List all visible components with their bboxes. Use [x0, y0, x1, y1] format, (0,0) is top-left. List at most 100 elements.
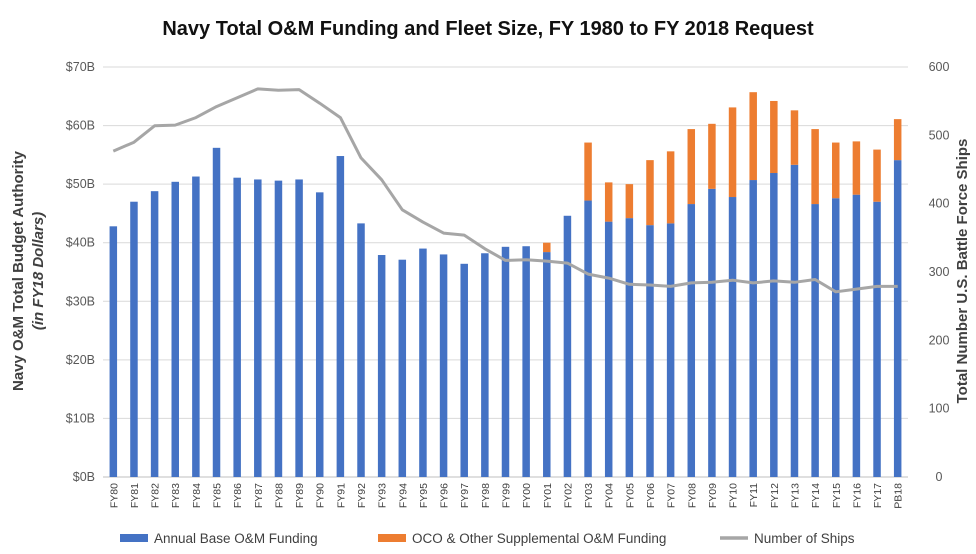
right-axis-ticks: 0 100 200 300 400 500 600 — [929, 60, 950, 484]
y2-tick-label: 600 — [929, 60, 950, 74]
bar-oco — [543, 242, 551, 253]
y-tick-label: $20B — [66, 353, 95, 367]
y2-tick-label: 100 — [929, 402, 950, 416]
x-tick-label: FY17 — [872, 483, 884, 508]
bar-oco — [832, 142, 840, 199]
x-tick-label: FY16 — [851, 483, 863, 508]
x-tick-label: FY06 — [645, 483, 657, 508]
y2-tick-label: 300 — [929, 265, 950, 279]
x-tick-label: FY96 — [439, 483, 451, 508]
left-axis-title: Navy O&M Total Budget Authority — [10, 150, 27, 391]
x-tick-label: FY08 — [686, 483, 698, 508]
chart-title: Navy Total O&M Funding and Fleet Size, F… — [162, 18, 814, 40]
x-tick-label: FY84 — [191, 483, 203, 508]
x-tick-label: FY92 — [356, 483, 368, 508]
x-tick-label: FY91 — [335, 483, 347, 508]
x-tick-label: FY89 — [294, 483, 306, 508]
y2-tick-label: 500 — [929, 128, 950, 142]
left-axis-ticks: $0B $10B $20B $30B $40B $50B $60B $70B — [66, 60, 95, 484]
bar-base — [646, 225, 654, 477]
legend-swatch-base — [120, 534, 148, 542]
bar-base — [749, 180, 757, 478]
x-tick-label: FY02 — [562, 483, 574, 508]
x-tick-label: FY98 — [480, 483, 492, 508]
bar-oco — [770, 100, 778, 174]
bar-base — [398, 259, 407, 477]
y-tick-label: $70B — [66, 60, 95, 74]
bar-base — [687, 204, 696, 478]
bar-oco — [790, 110, 799, 165]
legend-label-oco: OCO & Other Supplemental O&M Funding — [412, 531, 666, 546]
x-tick-label: FY10 — [728, 483, 740, 508]
x-tick-label: FY94 — [397, 483, 409, 508]
bar-base — [336, 156, 345, 477]
y-tick-label: $40B — [66, 236, 95, 250]
ships-line-layer — [112, 87, 898, 294]
x-tick-label: FY09 — [707, 483, 719, 508]
bar-base — [501, 246, 510, 477]
bar-base — [295, 179, 303, 477]
bar-oco — [811, 129, 819, 205]
x-axis-ticks: FY80 FY81 FY82 FY83 FY84 FY85 FY86 FY87 FY88 FY89… — [108, 483, 904, 509]
bar-base — [274, 180, 283, 477]
bar-base — [460, 263, 468, 477]
bar-base — [666, 223, 675, 477]
bar-base — [770, 173, 778, 477]
x-tick-label: FY90 — [315, 483, 327, 508]
x-tick-label: FY85 — [212, 483, 224, 508]
x-tick-label: FY99 — [501, 483, 513, 508]
bar-oco — [873, 149, 881, 202]
bar-oco — [728, 107, 737, 198]
bar-base — [192, 176, 200, 477]
legend-label-ships: Number of Ships — [754, 531, 855, 546]
x-tick-label: FY07 — [666, 483, 678, 508]
ships-line — [112, 87, 898, 294]
bar-oco — [852, 141, 861, 195]
y-tick-label: $50B — [66, 177, 95, 191]
bar-base — [357, 223, 365, 477]
bar-base — [584, 200, 592, 478]
bar-base — [604, 221, 613, 477]
x-tick-label: FY81 — [129, 483, 141, 508]
bar-base — [873, 201, 881, 477]
bar-oco — [625, 184, 634, 219]
bar-base — [130, 201, 138, 477]
bar-oco — [893, 119, 902, 161]
bar-base — [728, 197, 737, 477]
y-tick-label: $0B — [73, 470, 95, 484]
bar-base — [563, 215, 572, 477]
bar-base — [150, 191, 159, 477]
x-tick-label: FY00 — [521, 483, 533, 508]
y-tick-label: $10B — [66, 411, 95, 425]
y2-tick-label: 400 — [929, 197, 950, 211]
x-tick-label: FY86 — [232, 483, 244, 508]
bar-oco — [666, 151, 675, 224]
x-tick-label: FY13 — [789, 483, 801, 508]
x-tick-label: FY97 — [459, 483, 471, 508]
bar-base — [893, 160, 902, 477]
bar-oco — [749, 92, 757, 181]
y-tick-label: $60B — [66, 119, 95, 133]
x-tick-label: FY14 — [810, 483, 822, 508]
y2-tick-label: 200 — [929, 333, 950, 347]
bar-oco — [687, 129, 696, 205]
bar-base — [171, 181, 179, 478]
x-tick-label: FY12 — [769, 483, 781, 508]
legend: Annual Base O&M Funding OCO & Other Supp… — [120, 531, 855, 546]
bar-base — [832, 198, 840, 477]
bar-oco — [646, 160, 654, 226]
bar-base — [811, 204, 819, 478]
legend-label-base: Annual Base O&M Funding — [154, 531, 318, 546]
x-tick-label: FY93 — [377, 483, 389, 508]
bar-base — [625, 218, 634, 477]
left-axis-subtitle: (in FY18 Dollars) — [30, 212, 47, 330]
bar-base — [522, 246, 530, 477]
bar-base — [852, 194, 861, 477]
x-tick-label: FY80 — [108, 483, 120, 508]
bar-base — [543, 252, 551, 477]
bar-base — [377, 255, 386, 477]
right-axis-title: Total Number U.S. Battle Force Ships — [954, 139, 971, 404]
legend-swatch-oco — [378, 534, 406, 542]
